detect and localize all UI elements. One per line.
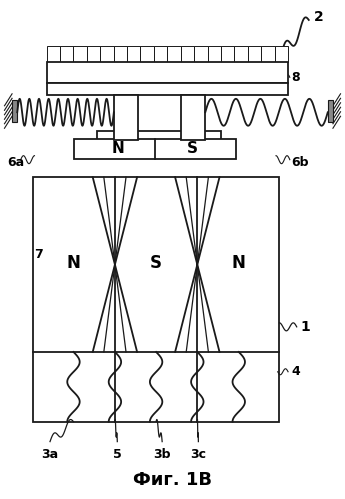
Bar bbox=[87, 46, 100, 62]
Bar bbox=[100, 46, 114, 62]
Bar bbox=[114, 46, 127, 62]
Bar bbox=[97, 131, 221, 140]
Bar bbox=[47, 62, 288, 83]
Bar bbox=[140, 46, 154, 62]
Bar bbox=[127, 46, 140, 62]
Text: Фиг. 1В: Фиг. 1В bbox=[133, 471, 212, 489]
Bar bbox=[74, 139, 236, 159]
Text: 4: 4 bbox=[292, 365, 300, 378]
Text: N: N bbox=[111, 141, 124, 156]
Bar bbox=[12, 100, 17, 122]
Bar bbox=[60, 46, 73, 62]
Bar bbox=[208, 46, 221, 62]
Bar bbox=[181, 46, 194, 62]
Text: 3a: 3a bbox=[41, 448, 59, 461]
Bar bbox=[328, 100, 333, 122]
Text: 1: 1 bbox=[300, 320, 310, 334]
Bar bbox=[221, 46, 234, 62]
Bar bbox=[73, 46, 87, 62]
Bar bbox=[181, 95, 205, 140]
Text: N: N bbox=[232, 253, 246, 272]
Text: S: S bbox=[187, 141, 198, 156]
Bar bbox=[167, 46, 181, 62]
Bar bbox=[114, 95, 138, 140]
Bar bbox=[154, 46, 167, 62]
Text: 8: 8 bbox=[292, 71, 300, 84]
Bar bbox=[275, 46, 288, 62]
Bar bbox=[248, 46, 261, 62]
Text: 5: 5 bbox=[113, 448, 122, 461]
Bar bbox=[194, 46, 208, 62]
Text: 6b: 6b bbox=[292, 156, 309, 169]
Bar bbox=[33, 177, 279, 422]
Text: 2: 2 bbox=[314, 10, 324, 24]
Bar bbox=[47, 83, 288, 95]
Text: 7: 7 bbox=[34, 248, 43, 261]
Text: N: N bbox=[67, 253, 80, 272]
Bar bbox=[234, 46, 248, 62]
Bar bbox=[261, 46, 275, 62]
Bar bbox=[47, 46, 60, 62]
Text: 3c: 3c bbox=[190, 448, 206, 461]
Text: 6a: 6a bbox=[7, 156, 24, 169]
Text: S: S bbox=[150, 253, 162, 272]
Text: 3b: 3b bbox=[154, 448, 171, 461]
